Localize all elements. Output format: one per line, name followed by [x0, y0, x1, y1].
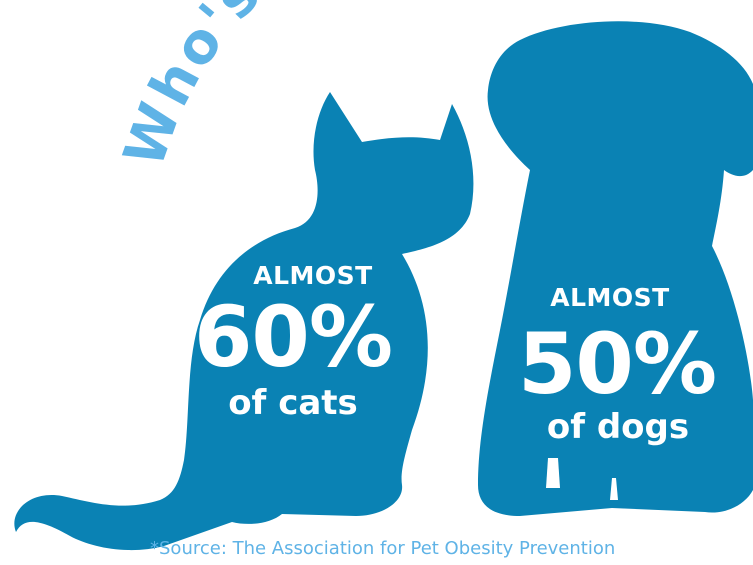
source-footnote: *Source: The Association for Pet Obesity… — [150, 538, 616, 559]
dog-silhouette-icon — [478, 21, 753, 517]
dog-stat-qualifier: ALMOST — [550, 283, 670, 312]
cat-stat-qualifier: ALMOST — [253, 261, 373, 290]
cat-silhouette-icon — [14, 92, 474, 551]
cat-stat-label: of cats — [228, 383, 358, 423]
cat-stat-percent: 60% — [193, 288, 393, 386]
dog-stat-label: of dogs — [546, 407, 690, 447]
dog-stat-percent: 50% — [517, 315, 717, 413]
